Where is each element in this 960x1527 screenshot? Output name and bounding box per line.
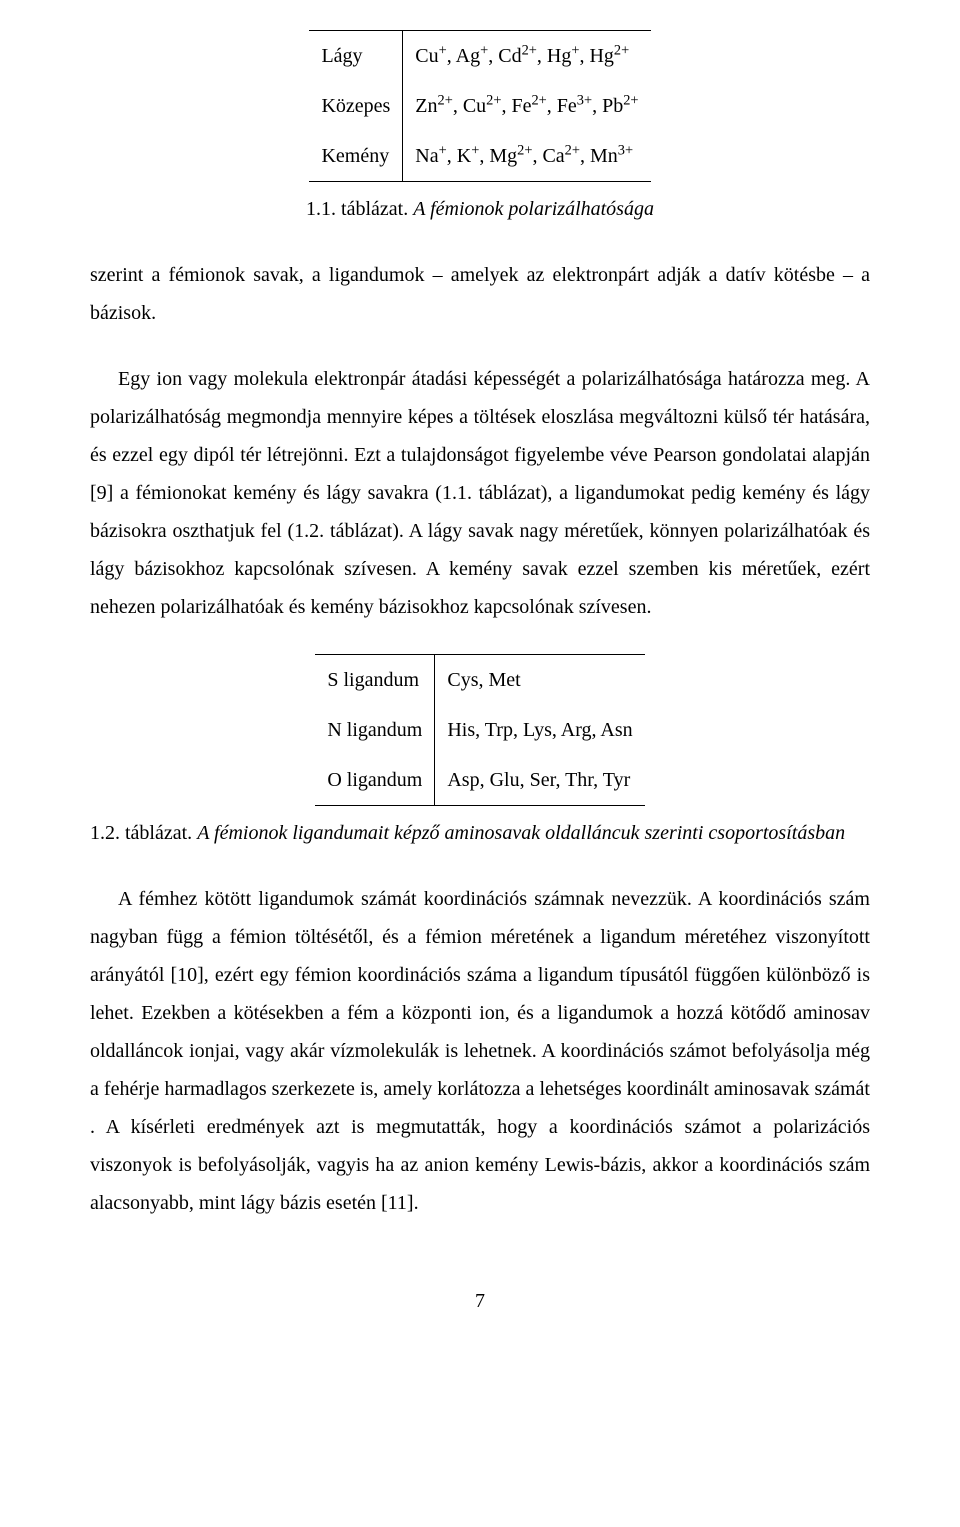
table2-caption-text: A fémionok ligandumait képző aminosavak … <box>197 822 845 844</box>
table1-caption-text: A fémionok polarizálhatósága <box>413 198 654 220</box>
table2-caption: 1.2. táblázat. A fémionok ligandumait ké… <box>90 814 870 852</box>
table1-row3-label: Kemény <box>309 131 402 182</box>
table1-caption-number: 1.1. táblázat. <box>306 198 408 220</box>
table1-row3-ions: Na+, K+, Mg2+, Ca2+, Mn3+ <box>403 131 651 182</box>
table1-row2-label: Közepes <box>309 81 402 131</box>
paragraph-2: Egy ion vagy molekula elektronpár átadás… <box>90 360 870 626</box>
table1-caption: 1.1. táblázat. A fémionok polarizálhatós… <box>90 190 870 228</box>
table2-row1-items: Cys, Met <box>435 655 645 706</box>
page: Lágy Cu+, Ag+, Cd2+, Hg+, Hg2+ Közepes Z… <box>0 0 960 1380</box>
table1-row1-label: Lágy <box>309 31 402 82</box>
table2-row2-label: N ligandum <box>315 705 435 755</box>
table1-row2-ions: Zn2+, Cu2+, Fe2+, Fe3+, Pb2+ <box>403 81 651 131</box>
table2-row2-items: His, Trp, Lys, Arg, Asn <box>435 705 645 755</box>
table2-row3-label: O ligandum <box>315 755 435 806</box>
table2-caption-number: 1.2. táblázat. <box>90 822 192 844</box>
table-ion-hardness: Lágy Cu+, Ag+, Cd2+, Hg+, Hg2+ Közepes Z… <box>309 30 650 182</box>
paragraph-3: A fémhez kötött ligandumok számát koordi… <box>90 880 870 1222</box>
table-ligand-amino: S ligandum Cys, Met N ligandum His, Trp,… <box>315 654 644 806</box>
page-number: 7 <box>90 1282 870 1320</box>
table1-row1-ions: Cu+, Ag+, Cd2+, Hg+, Hg2+ <box>403 31 651 82</box>
table2-row3-items: Asp, Glu, Ser, Thr, Tyr <box>435 755 645 806</box>
paragraph-1: szerint a fémionok savak, a ligandumok –… <box>90 256 870 332</box>
table2-row1-label: S ligandum <box>315 655 435 706</box>
